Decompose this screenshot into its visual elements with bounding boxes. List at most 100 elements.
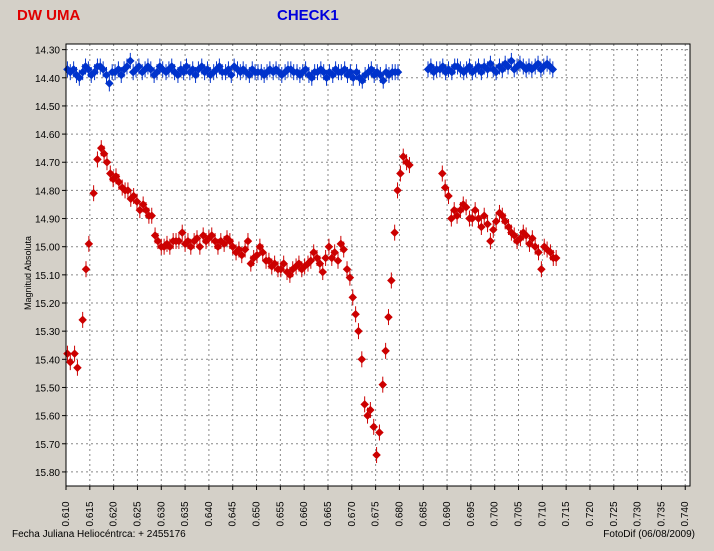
data-point [123, 182, 133, 199]
y-tick-label: 14.50 [35, 102, 60, 113]
data-point [479, 207, 489, 224]
data-point [279, 255, 288, 272]
x-tick-label: 0.710 [537, 501, 548, 526]
data-point [93, 151, 102, 168]
data-point [99, 145, 109, 162]
y-axis-title: Magnitud Absoluta [23, 235, 33, 310]
x-tick-label: 0.715 [561, 501, 572, 526]
data-point [393, 182, 402, 199]
data-point [333, 252, 343, 269]
data-point [227, 66, 236, 83]
data-point [396, 165, 405, 182]
data-point [345, 269, 355, 286]
x-tick-label: 0.720 [585, 501, 596, 526]
data-point [483, 216, 492, 233]
x-tick-label: 0.670 [347, 501, 358, 526]
y-tick-label: 14.80 [35, 186, 60, 197]
x-tick-label: 0.610 [61, 501, 72, 526]
data-point [354, 323, 363, 340]
data-point [258, 244, 267, 261]
y-tick-label: 14.40 [35, 74, 60, 85]
x-tick-label: 0.645 [228, 501, 239, 526]
chart-title-dw-uma: DW UMA [17, 7, 81, 24]
x-tick-label: 0.635 [180, 501, 191, 526]
data-point [477, 218, 486, 235]
y-tick-label: 15.70 [35, 440, 60, 451]
data-point [440, 179, 450, 196]
data-point [384, 309, 393, 326]
x-tick-label: 0.650 [252, 501, 263, 526]
data-point [342, 261, 352, 278]
x-tick-label: 0.665 [323, 501, 334, 526]
x-tick-label: 0.740 [680, 501, 691, 526]
data-point [444, 188, 453, 205]
data-point [81, 261, 91, 278]
data-point [378, 72, 388, 89]
y-tick-label: 15.40 [35, 355, 60, 366]
data-point [78, 311, 87, 328]
data-point [126, 52, 135, 69]
y-tick-label: 15.30 [35, 327, 60, 338]
y-tick-label: 15.80 [35, 468, 60, 479]
data-point [489, 221, 498, 238]
x-axis-caption: Fecha Juliana Heliocéntrca: + 2455176 [12, 529, 186, 540]
data-point [348, 289, 357, 306]
x-tick-label: 0.625 [132, 501, 143, 526]
x-tick-label: 0.615 [85, 501, 96, 526]
y-axis-ticks: 14.30 14.40 14.50 14.60 14.70 14.80 14.90 15.00… [35, 46, 66, 479]
data-point [102, 154, 112, 171]
data-point [486, 233, 495, 250]
data-point [63, 345, 72, 362]
y-tick-label: 15.00 [35, 243, 60, 254]
data-point [470, 202, 480, 219]
data-point [461, 199, 471, 216]
data-point [378, 376, 388, 393]
data-series [63, 52, 561, 464]
data-point [306, 252, 316, 269]
data-point [447, 210, 456, 227]
data-point [66, 354, 75, 371]
data-point [381, 342, 390, 359]
data-point [177, 224, 187, 241]
data-point [192, 230, 202, 247]
data-point [369, 418, 378, 435]
y-tick-label: 14.70 [35, 158, 60, 169]
y-tick-label: 15.50 [35, 383, 60, 394]
data-point [387, 272, 396, 289]
data-point [405, 157, 414, 174]
data-point [240, 241, 250, 258]
data-point [132, 193, 142, 210]
x-tick-label: 0.675 [371, 501, 382, 526]
y-tick-label: 15.10 [35, 271, 60, 282]
plot-area [65, 43, 691, 487]
data-point [474, 210, 483, 227]
x-tick-label: 0.640 [204, 501, 215, 526]
data-point [105, 75, 114, 92]
data-point [372, 447, 381, 464]
data-point [243, 233, 253, 250]
data-point [339, 241, 348, 258]
data-point [360, 396, 369, 413]
x-tick-label: 0.735 [656, 501, 667, 526]
data-point [366, 401, 375, 418]
x-tick-label: 0.700 [490, 501, 501, 526]
x-tick-label: 0.680 [394, 501, 405, 526]
x-tick-label: 0.660 [299, 501, 310, 526]
data-point [393, 64, 403, 81]
chart-title-check1: CHECK1 [277, 7, 339, 24]
x-tick-label: 0.695 [466, 501, 477, 526]
data-point [195, 238, 205, 255]
data-point [174, 233, 184, 250]
data-point [375, 424, 384, 441]
data-point [507, 52, 516, 69]
data-point [537, 261, 546, 278]
data-point [89, 185, 98, 202]
x-tick-label: 0.685 [418, 501, 429, 526]
y-tick-label: 14.30 [35, 46, 60, 57]
data-point [324, 238, 334, 255]
x-tick-label: 0.655 [275, 501, 286, 526]
y-tick-label: 15.60 [35, 412, 60, 423]
data-point [468, 210, 477, 227]
x-tick-label: 0.705 [514, 501, 525, 526]
data-point [73, 359, 82, 376]
